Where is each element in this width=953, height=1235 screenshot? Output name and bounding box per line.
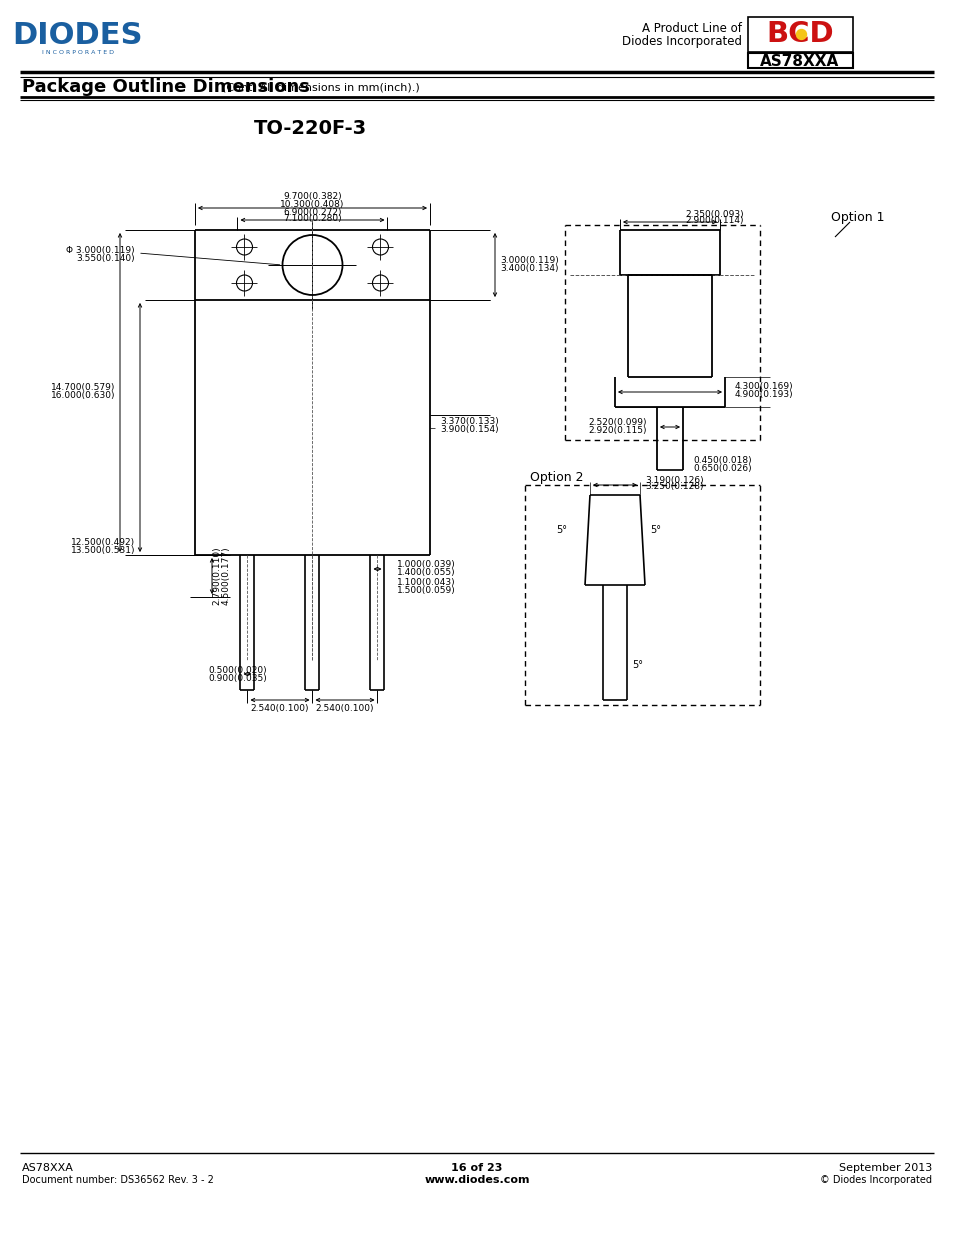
Text: 9.700(0.382): 9.700(0.382) bbox=[283, 191, 341, 200]
Text: 16 of 23: 16 of 23 bbox=[451, 1163, 502, 1173]
Text: 1.000(0.039): 1.000(0.039) bbox=[396, 561, 455, 569]
Text: 1.100(0.043): 1.100(0.043) bbox=[396, 578, 455, 588]
Text: DIODES: DIODES bbox=[12, 21, 143, 49]
Text: 1.500(0.059): 1.500(0.059) bbox=[396, 587, 455, 595]
Text: www.diodes.com: www.diodes.com bbox=[424, 1174, 529, 1186]
Text: 3.190(0.126): 3.190(0.126) bbox=[644, 475, 703, 484]
Text: 10.300(0.408): 10.300(0.408) bbox=[280, 200, 344, 209]
Bar bbox=[747, 53, 852, 68]
Text: I N C O R P O R A T E D: I N C O R P O R A T E D bbox=[42, 49, 113, 54]
Text: Diodes Incorporated: Diodes Incorporated bbox=[621, 35, 741, 47]
Text: 3.900(0.154): 3.900(0.154) bbox=[439, 425, 498, 433]
Text: 5°: 5° bbox=[649, 525, 660, 535]
Text: 3.400(0.134): 3.400(0.134) bbox=[499, 264, 558, 273]
Text: September 2013: September 2013 bbox=[838, 1163, 931, 1173]
Text: 7.100(0.280): 7.100(0.280) bbox=[283, 215, 341, 224]
Text: AS78XXA: AS78XXA bbox=[760, 53, 839, 68]
Text: TO-220F-3: TO-220F-3 bbox=[253, 119, 366, 137]
Text: 1.400(0.055): 1.400(0.055) bbox=[396, 568, 455, 578]
Text: © Diodes Incorporated: © Diodes Incorporated bbox=[820, 1174, 931, 1186]
Bar bbox=[747, 17, 852, 52]
Text: 5°: 5° bbox=[556, 525, 566, 535]
Text: AS78XXA: AS78XXA bbox=[22, 1163, 73, 1173]
Text: BCD: BCD bbox=[766, 21, 834, 48]
Text: 0.650(0.026): 0.650(0.026) bbox=[692, 463, 751, 473]
Text: 2.540(0.100): 2.540(0.100) bbox=[251, 704, 309, 713]
Text: 4.500(0.177): 4.500(0.177) bbox=[222, 547, 231, 605]
Text: 2.520(0.099): 2.520(0.099) bbox=[588, 419, 646, 427]
Text: Option 1: Option 1 bbox=[831, 210, 884, 224]
Text: A Product Line of: A Product Line of bbox=[641, 21, 741, 35]
Text: 16.000(0.630): 16.000(0.630) bbox=[51, 391, 115, 400]
Text: 2.350(0.093): 2.350(0.093) bbox=[684, 210, 742, 219]
Text: 0.450(0.018): 0.450(0.018) bbox=[692, 456, 751, 464]
Text: 3.370(0.133): 3.370(0.133) bbox=[439, 417, 498, 426]
Text: 4.300(0.169): 4.300(0.169) bbox=[734, 383, 793, 391]
Text: Φ 3.000(0.119): Φ 3.000(0.119) bbox=[67, 246, 135, 254]
Circle shape bbox=[796, 30, 805, 40]
Text: 3.000(0.119): 3.000(0.119) bbox=[499, 257, 558, 266]
Text: 0.500(0.020): 0.500(0.020) bbox=[209, 666, 267, 674]
Text: Document number: DS36562 Rev. 3 - 2: Document number: DS36562 Rev. 3 - 2 bbox=[22, 1174, 213, 1186]
Text: 13.500(0.531): 13.500(0.531) bbox=[71, 547, 135, 556]
Text: 2.920(0.115): 2.920(0.115) bbox=[588, 426, 646, 436]
Text: 14.700(0.579): 14.700(0.579) bbox=[51, 383, 115, 391]
Text: 12.500(0.492): 12.500(0.492) bbox=[71, 538, 135, 547]
Text: 5°: 5° bbox=[631, 659, 642, 671]
Text: 0.900(0.035): 0.900(0.035) bbox=[209, 673, 267, 683]
Text: 2.900(0.114): 2.900(0.114) bbox=[684, 216, 742, 226]
Text: Package Outline Dimensions: Package Outline Dimensions bbox=[22, 78, 310, 96]
Text: 4.900(0.193): 4.900(0.193) bbox=[734, 390, 793, 399]
Text: 3.250(0.128): 3.250(0.128) bbox=[644, 483, 702, 492]
Text: Option 2: Option 2 bbox=[530, 471, 583, 483]
Text: (Cont. All dimensions in mm(inch).): (Cont. All dimensions in mm(inch).) bbox=[222, 82, 419, 91]
Text: 2.790(0.110): 2.790(0.110) bbox=[212, 547, 221, 605]
Text: 2.540(0.100): 2.540(0.100) bbox=[315, 704, 374, 713]
Text: 6.900(0.272): 6.900(0.272) bbox=[283, 207, 341, 216]
Text: 3.550(0.140): 3.550(0.140) bbox=[76, 253, 135, 263]
